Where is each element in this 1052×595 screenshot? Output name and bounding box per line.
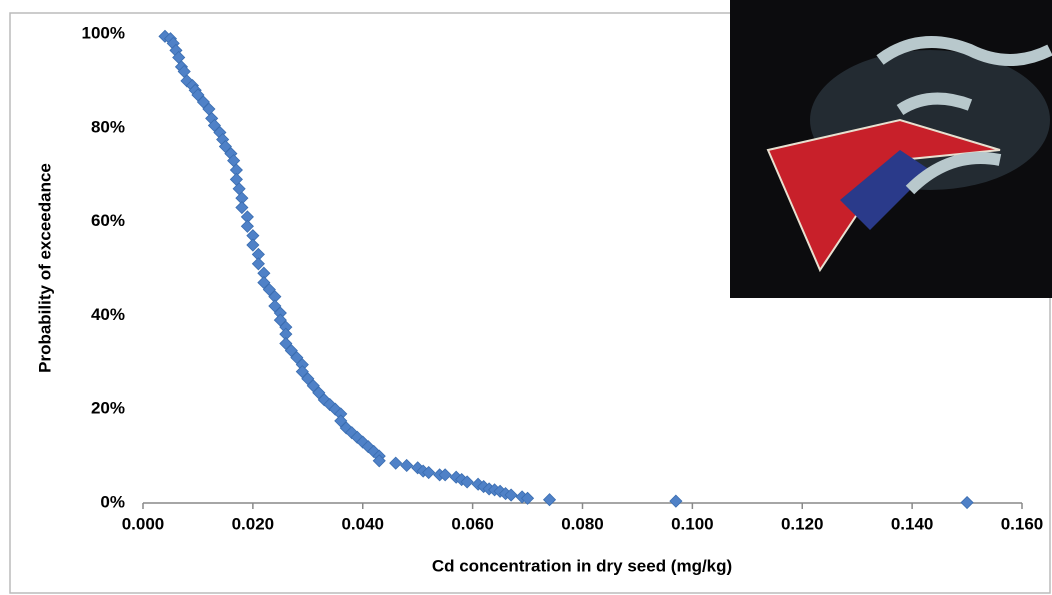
data-point	[372, 454, 386, 468]
data-point	[235, 200, 249, 215]
x-tick-label: 0.160	[1001, 514, 1044, 533]
data-point	[438, 468, 452, 482]
data-point	[400, 458, 414, 473]
y-tick-label: 20%	[91, 399, 125, 418]
x-tick-label: 0.120	[781, 514, 824, 533]
data-point	[542, 493, 557, 507]
x-axis-label: Cd concentration in dry seed (mg/kg)	[432, 556, 732, 575]
y-axis-label: Probability of exceedance	[35, 163, 54, 373]
data-point	[669, 494, 683, 508]
y-tick-label: 0%	[100, 492, 125, 511]
data-point	[520, 491, 535, 505]
data-point	[240, 219, 254, 233]
image-guitar-body	[840, 150, 930, 230]
data-point	[460, 475, 474, 489]
data-point	[389, 456, 403, 470]
x-tick-label: 0.140	[891, 514, 934, 533]
y-tick-label: 60%	[91, 211, 125, 230]
data-point	[246, 238, 260, 252]
data-point	[251, 257, 265, 271]
album-image	[730, 0, 1052, 298]
x-tick-label: 0.000	[122, 514, 165, 533]
y-tick-label: 100%	[82, 23, 125, 42]
x-tick-label: 0.100	[671, 514, 714, 533]
data-point	[960, 495, 974, 510]
x-tick-label: 0.040	[341, 514, 384, 533]
plot-area: 0% 20% 40% 60% 80% 100% 0.000 0.020 0.040 0.060 0.…	[82, 23, 1044, 533]
image-lettering	[876, 36, 1052, 195]
y-tick-label: 40%	[91, 305, 125, 324]
x-tick-label: 0.060	[451, 514, 494, 533]
data-point	[504, 488, 518, 502]
data-point	[422, 465, 436, 480]
y-tick-label: 80%	[91, 117, 125, 136]
x-tick-label: 0.080	[561, 514, 604, 533]
x-tick-label: 0.020	[232, 514, 275, 533]
